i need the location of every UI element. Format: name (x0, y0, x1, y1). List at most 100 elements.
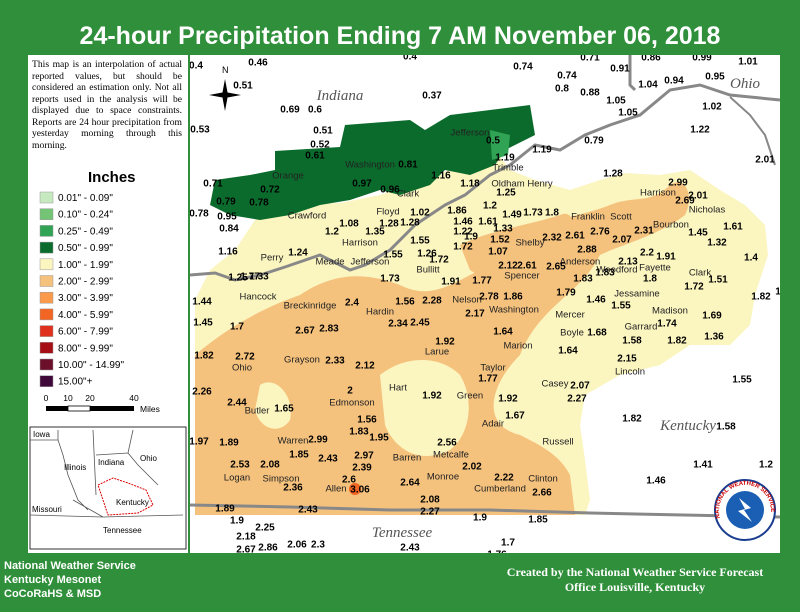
observation: 2.08 (420, 495, 440, 506)
observation: 2.15 (617, 354, 637, 365)
county-label: Bullitt (416, 265, 440, 276)
legend-swatch (39, 191, 54, 204)
observation: 2.01 (755, 155, 775, 166)
observation: 1.92 (422, 391, 442, 402)
observation: 2.99 (308, 435, 328, 446)
observation: 1.7 (230, 322, 244, 333)
map: N Indiana Ohio Kentucky Tennessee Crawford Ha… (190, 55, 780, 553)
county-label: Russell (542, 437, 573, 448)
county-label: Boyle (560, 328, 584, 339)
observation: 2.17 (465, 309, 485, 320)
observation: 1.46 (646, 476, 666, 487)
observation: 2.67 (236, 545, 256, 553)
observation: 1.46 (586, 295, 606, 306)
observation: 1.73 (523, 208, 543, 219)
inset-state: Indiana (98, 458, 125, 467)
observation: 2.27 (567, 394, 587, 405)
compass-n: N (222, 65, 229, 75)
observation: 2.34 (388, 319, 408, 330)
observation: 2.76 (590, 227, 610, 238)
county-label: Meade (315, 257, 344, 268)
observation: 1.2 (483, 201, 497, 212)
observation: 1.58 (622, 336, 642, 347)
county-label: Scott (610, 212, 632, 223)
observation: 1.77 (478, 374, 498, 385)
observation: 2.69 (675, 196, 695, 207)
county-label: Mercer (555, 310, 585, 321)
observation: 1.82 (194, 351, 214, 362)
observation: 2.22 (494, 473, 514, 484)
county-label: Franklin (571, 212, 605, 223)
observation: 1.72 (429, 255, 449, 266)
observation: 1.83 (595, 268, 615, 279)
legend-label: 0.10" - 0.24" (58, 210, 113, 221)
legend-swatch (39, 241, 54, 254)
region-orange (195, 182, 690, 515)
observation: 1.72 (453, 242, 473, 253)
left-panel: This map is an interpolation of actual r… (28, 55, 188, 553)
observation: 2.06 (287, 540, 307, 551)
county-label: Perry (261, 253, 284, 264)
observation: 2.2 (640, 248, 654, 259)
county-label: Lincoln (615, 367, 645, 378)
state-label: Ohio (730, 76, 761, 92)
observation: 2.12 (355, 361, 375, 372)
county-label: Logan (224, 473, 250, 484)
county-label: Spencer (504, 271, 539, 282)
observation: 2.07 (612, 235, 632, 246)
observation: 3.06 (350, 485, 370, 496)
state-label: Tennessee (372, 525, 433, 541)
observation: 1.64 (558, 346, 578, 357)
logo-inner (726, 491, 764, 529)
county-label: Clark (689, 268, 711, 279)
ohio-river (190, 83, 780, 282)
observation: 1.68 (587, 328, 607, 339)
observation: 1.04 (638, 80, 658, 91)
region-red (349, 483, 361, 495)
county-label: Oldham (491, 179, 524, 190)
county-label: Shelby (515, 238, 544, 249)
credit: Created by the National Weather Service … (506, 565, 764, 579)
county-label: Hart (389, 383, 407, 394)
county-label: Adair (482, 419, 504, 430)
observation: 2.4 (345, 298, 359, 309)
observation: 2.31 (634, 226, 654, 237)
observation: 2.67 (295, 326, 315, 337)
observation: 1.41 (693, 460, 713, 471)
observation: 2.78 (479, 292, 499, 303)
observation: 1.83 (573, 274, 593, 285)
observation: 1.95 (369, 433, 389, 444)
observation: 1.24 (288, 248, 308, 259)
observation: 2.3 (311, 540, 325, 551)
observation: 1.05 (606, 96, 626, 107)
scale-bar (90, 406, 134, 411)
observation: 2.25 (255, 523, 275, 534)
observation: 0.78 (190, 209, 209, 220)
county-label: Anderson (560, 257, 601, 268)
inset-region (97, 477, 154, 516)
county-label: Jessamine (614, 289, 659, 300)
observation: 1.19 (532, 145, 552, 156)
county-label: Floyd (376, 207, 399, 218)
county-label: Garrard (625, 322, 658, 333)
legend-swatch (39, 258, 54, 271)
observation: 2.64 (400, 478, 420, 489)
observation: 2.45 (410, 318, 430, 329)
observation: 0.4 (190, 61, 203, 72)
observation: 1.25 (496, 188, 516, 199)
observation: 2.53 (230, 460, 250, 471)
observation: 1.82 (622, 414, 642, 425)
county-label: Harrison (342, 238, 378, 249)
observation: 1.89 (219, 438, 239, 449)
observation: 2.08 (260, 460, 280, 471)
observation: 1.52 (490, 235, 510, 246)
legend-swatch (39, 308, 54, 321)
observation: 0.51 (233, 81, 253, 92)
observation: 0.6 (308, 105, 322, 116)
observation: 2.28 (422, 296, 442, 307)
observation: 1.89 (215, 504, 235, 515)
observation: 2.02 (462, 462, 482, 473)
observation: 1.91 (441, 277, 461, 288)
observation: 1.86 (447, 206, 467, 217)
state-border-east (729, 96, 776, 166)
